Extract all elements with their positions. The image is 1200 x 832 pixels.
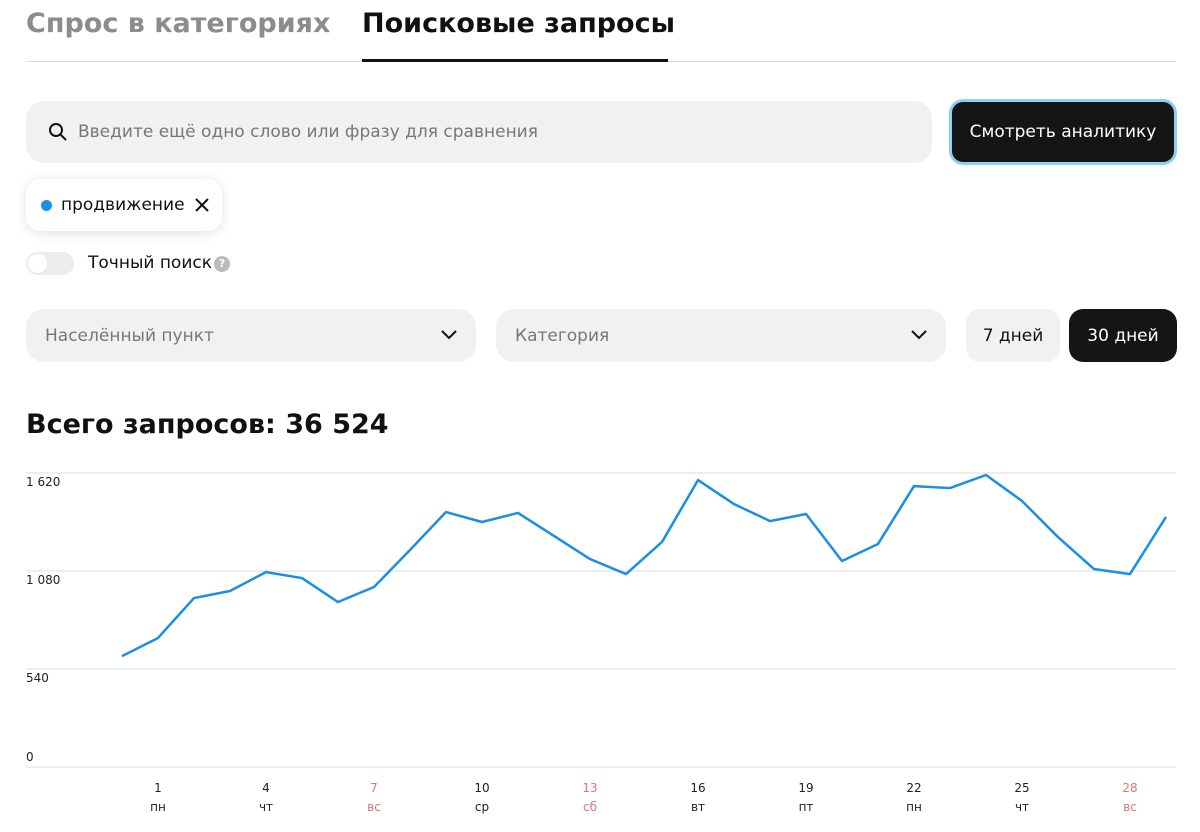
city-select[interactable]: Населённый пункт xyxy=(26,309,476,362)
total: Всего запросов: 36 524 xyxy=(26,409,389,440)
x-weekday-label: вс xyxy=(367,800,381,814)
tab[interactable]: Спрос в категориях xyxy=(26,8,331,39)
x-tick-label: 4 xyxy=(262,781,270,795)
y-tick-label: 1 620 xyxy=(26,475,60,489)
x-tick-label: 13 xyxy=(582,781,597,795)
toggle-label: Точный поиск xyxy=(88,253,212,273)
period-button-active[interactable]: 30 дней xyxy=(1069,309,1177,362)
chip-close[interactable] xyxy=(194,197,210,213)
x-weekday-label: ср xyxy=(475,800,489,814)
help-icon[interactable]: ? xyxy=(214,256,230,272)
chevron xyxy=(441,330,457,340)
x-weekday-label: чт xyxy=(1015,800,1029,814)
x-tick-label: 10 xyxy=(474,781,489,795)
placeholder: Введите ещё одно слово или фразу для сра… xyxy=(78,122,538,142)
x-tick-label: 25 xyxy=(1014,781,1029,795)
chart: 1 620 1 080 540 0 1 пн 4 чт 7 вс 10 ср 13 сб 16 вт 19 пт 2… xyxy=(26,472,1176,814)
select-label: Категория xyxy=(515,325,610,346)
x-weekday-label: вт xyxy=(691,800,705,814)
select-label: Населённый пункт xyxy=(45,325,214,346)
x-tick-label: 7 xyxy=(370,781,378,795)
y-tick-label: 1 080 xyxy=(26,573,60,587)
chevron xyxy=(911,330,927,340)
line xyxy=(121,473,1168,658)
toggle[interactable] xyxy=(26,252,74,275)
chip[interactable]: продвижение xyxy=(26,179,222,231)
x-weekday-label: пн xyxy=(906,800,922,814)
y-tick-label: 0 xyxy=(26,750,34,764)
chip-label: продвижение xyxy=(61,195,185,215)
tab-underline xyxy=(362,59,668,62)
x-weekday-label: чт xyxy=(259,800,273,814)
period-button[interactable]: 7 дней xyxy=(966,309,1060,362)
x-tick-label: 1 xyxy=(154,781,162,795)
category-select[interactable]: Категория xyxy=(496,309,946,362)
x-weekday-label: сб xyxy=(583,800,597,814)
x-weekday-label: вс xyxy=(1123,800,1137,814)
chip-dot xyxy=(41,199,52,211)
x-tick-label: 22 xyxy=(906,781,921,795)
toggle-knob xyxy=(28,254,47,273)
search-input[interactable]: Введите ещё одно слово или фразу для сра… xyxy=(26,101,932,163)
x-tick-label: 16 xyxy=(690,781,705,795)
tab-active[interactable]: Поисковые запросы xyxy=(362,8,676,39)
y-tick-label: 540 xyxy=(26,671,49,685)
x-tick-label: 28 xyxy=(1122,781,1137,795)
analytics-button[interactable]: Смотреть аналитику xyxy=(949,99,1177,165)
x-weekday-label: пт xyxy=(799,800,814,814)
x-weekday-label: пн xyxy=(150,800,166,814)
x-tick-label: 19 xyxy=(798,781,813,795)
search-icon xyxy=(49,123,67,141)
